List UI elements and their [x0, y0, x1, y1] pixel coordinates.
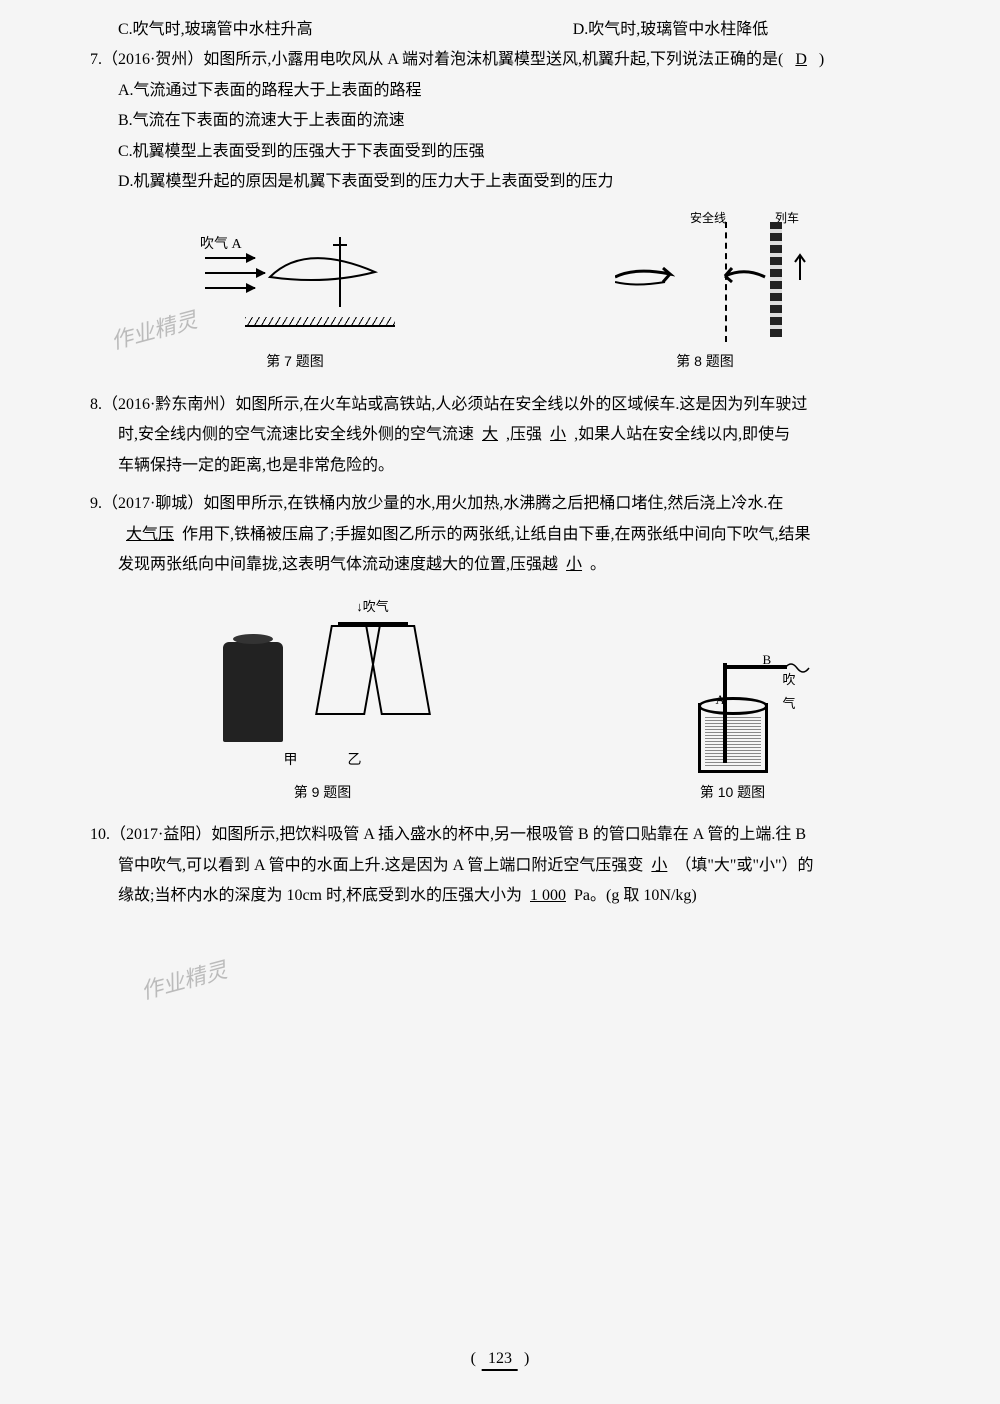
q10-ans1: 小: [643, 857, 675, 874]
q9-source: （2017·聊城）: [102, 495, 203, 512]
wing-diagram: 吹气 A: [185, 222, 405, 342]
q6-option-c: C.吹气时,玻璃管中水柱升高: [118, 15, 313, 45]
wind-left: [615, 262, 675, 292]
q7-stem-end: ): [819, 51, 824, 68]
q9-line1: 9.（2017·聊城）如图甲所示,在铁桶内放少量的水,用火加热,水沸腾之后把桶口…: [90, 489, 910, 519]
bucket-paper: ↓吹气: [223, 595, 423, 742]
q10-line1: 10.（2017·益阳）如图所示,把饮料吸管 A 插入盛水的杯中,另一根吸管 B…: [90, 820, 910, 850]
q10-line3: 缘故;当杯内水的深度为 10cm 时,杯底受到水的压强大小为1 000Pa。(g…: [118, 881, 910, 911]
blow-label-a: 吹气 A: [200, 232, 242, 259]
q8-ans1: 大: [474, 426, 506, 443]
q10-source: （2017·益阳）: [110, 826, 211, 843]
train-body: [770, 222, 782, 337]
q10-stem2: 管中吹气,可以看到 A 管中的水面上升.这是因为 A 管上端口附近空气压强变: [118, 857, 643, 874]
fig7-caption: 第 7 题图: [266, 348, 324, 375]
q9-line3: 发现两张纸向中间靠拢,这表明气体流动速度越大的位置,压强越小。: [118, 550, 910, 580]
watermark-2: 作业精灵: [136, 949, 232, 1012]
q7-option-d: D.机翼模型升起的原因是机翼下表面受到的压力大于上表面受到的压力: [118, 167, 910, 197]
bucket-shape: [223, 642, 283, 742]
arrow-2: [205, 272, 265, 274]
q6-options-cd: C.吹气时,玻璃管中水柱升高 D.吹气时,玻璃管中水柱降低: [118, 15, 910, 45]
straw-a: [723, 663, 727, 763]
q10-ans2: 1 000: [522, 887, 574, 904]
q8-stem2: 时,安全线内侧的空气流速比安全线外侧的空气流速: [118, 426, 474, 443]
q7-stem-line: 7.（2016·贺州）如图所示,小露用电吹风从 A 端对着泡沫机翼模型送风,机翼…: [90, 45, 910, 75]
straw-b: [727, 665, 787, 669]
q8-line2: 时,安全线内侧的空气流速比安全线外侧的空气流速大,压强小,如果人站在安全线以内,…: [118, 420, 910, 450]
wing-shape: [265, 237, 395, 317]
q9-stem-end: 。: [590, 556, 606, 573]
wind-right: [720, 262, 770, 292]
figure-8: 安全线 列车 第 8 题图: [595, 212, 815, 375]
figure-7: 吹气 A 第 7 题图: [185, 222, 405, 375]
blow-air-label: 吹气: [363, 599, 389, 614]
q10-number: 10.: [90, 826, 110, 843]
sub-yi: 乙: [348, 746, 362, 773]
q7-option-b: B.气流在下表面的流速大于上表面的流速: [118, 106, 910, 136]
fig10-caption: 第 10 题图: [700, 779, 765, 806]
fig8-caption: 第 8 题图: [676, 348, 734, 375]
fig9-sublabels: 甲 乙: [284, 746, 362, 773]
q7-source: （2016·贺州）: [102, 51, 203, 68]
label-a: A: [716, 688, 725, 713]
figure-9: ↓吹气 甲 乙 第 9 题图: [223, 595, 423, 805]
paper-right: [365, 625, 431, 715]
arrow-1: [205, 257, 255, 259]
paper-v-shape: [323, 622, 423, 742]
fig9-caption: 第 9 题图: [294, 779, 352, 806]
page-num-value: 123: [482, 1350, 518, 1371]
q10-stem1: 如图所示,把饮料吸管 A 插入盛水的杯中,另一根吸管 B 的管口贴靠在 A 管的…: [211, 826, 806, 843]
q6-option-d: D.吹气时,玻璃管中水柱降低: [573, 15, 769, 45]
question-9: 9.（2017·聊城）如图甲所示,在铁桶内放少量的水,用火加热,水沸腾之后把桶口…: [90, 489, 910, 580]
page-number: 123: [471, 1344, 530, 1374]
q10-line2: 管中吹气,可以看到 A 管中的水面上升.这是因为 A 管上端口附近空气压强变小（…: [118, 851, 910, 881]
straw-diagram: A B 吹气: [688, 643, 778, 773]
q8-line3: 车辆保持一定的距离,也是非常危险的。: [118, 451, 910, 481]
q9-stem2: 作用下,铁桶被压扁了;手握如图乙所示的两张纸,让纸自由下垂,在两张纸中间向下吹气…: [182, 526, 810, 543]
q7-answer: D: [787, 51, 815, 68]
q8-source: （2016·黔东南州）: [102, 396, 235, 413]
question-10: 10.（2017·益阳）如图所示,把饮料吸管 A 插入盛水的杯中,另一根吸管 B…: [90, 820, 910, 911]
q9-stem3: 发现两张纸向中间靠拢,这表明气体流动速度越大的位置,压强越: [118, 556, 558, 573]
q10-mid2: Pa。(g 取 10N/kg): [574, 887, 697, 904]
sub-jia: 甲: [284, 746, 298, 773]
q10-mid1: （填"大"或"小"）的: [675, 857, 813, 874]
q8-number: 8.: [90, 396, 102, 413]
cup-shape: [698, 703, 768, 773]
train-diagram: 安全线 列车: [595, 212, 815, 342]
q10-stem3: 缘故;当杯内水的深度为 10cm 时,杯底受到水的压强大小为: [118, 887, 522, 904]
q8-stem1: 如图所示,在火车站或高铁站,人必须站在安全线以外的区域候车.这是因为列车驶过: [235, 396, 807, 413]
q8-stem3: ,如果人站在安全线以内,即使与: [574, 426, 790, 443]
q7-stem: 如图所示,小露用电吹风从 A 端对着泡沫机翼模型送风,机翼升起,下列说法正确的是…: [203, 51, 783, 68]
q9-line2: 大气压作用下,铁桶被压扁了;手握如图乙所示的两张纸,让纸自由下垂,在两张纸中间向…: [118, 520, 910, 550]
figures-7-8: 吹气 A 第 7 题图 安全线 列车: [90, 212, 910, 375]
q9-ans2: 小: [558, 556, 590, 573]
q8-line1: 8.（2016·黔东南州）如图所示,在火车站或高铁站,人必须站在安全线以外的区域…: [90, 390, 910, 420]
q9-stem1: 如图甲所示,在铁桶内放少量的水,用火加热,水沸腾之后把桶口堵住,然后浇上冷水.在: [203, 495, 783, 512]
up-arrow-icon: [790, 252, 810, 282]
q7-option-a: A.气流通过下表面的路程大于上表面的路程: [118, 76, 910, 106]
arrow-3: [205, 287, 255, 289]
q7-option-c: C.机翼模型上表面受到的压强大于下表面受到的压强: [118, 137, 910, 167]
q7-number: 7.: [90, 51, 102, 68]
question-8: 8.（2016·黔东南州）如图所示,在火车站或高铁站,人必须站在安全线以外的区域…: [90, 390, 910, 481]
blow-squiggle-icon: [783, 658, 813, 678]
question-7: 7.（2016·贺州）如图所示,小露用电吹风从 A 端对着泡沫机翼模型送风,机翼…: [90, 45, 910, 197]
label-b: B: [763, 648, 772, 673]
q8-mid: ,压强: [506, 426, 542, 443]
q9-ans1: 大气压: [118, 526, 182, 543]
figures-9-10: ↓吹气 甲 乙 第 9 题图 A B 吹气 第 10 题图: [90, 595, 910, 805]
safety-line-label: 安全线: [690, 207, 726, 230]
q9-number: 9.: [90, 495, 102, 512]
q8-ans2: 小: [542, 426, 574, 443]
ground-line: [245, 317, 395, 327]
figure-10: A B 吹气 第 10 题图: [688, 643, 778, 806]
